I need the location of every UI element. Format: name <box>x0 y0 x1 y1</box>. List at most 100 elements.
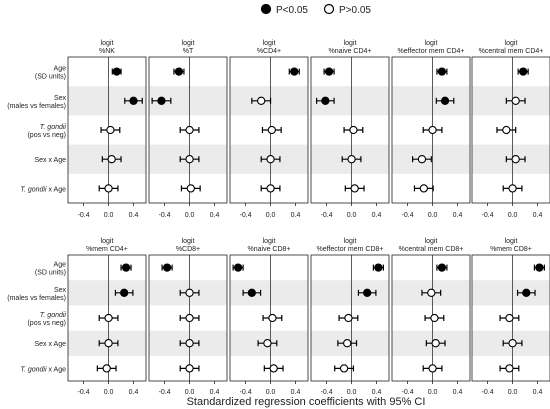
estimate-point <box>508 339 517 348</box>
panel-title-logit: logit <box>425 40 438 47</box>
x-tick-label: 0.0 <box>347 389 357 396</box>
estimate-point <box>428 125 437 135</box>
panel-4 <box>391 56 471 206</box>
estimate-point <box>505 364 514 373</box>
row-sublabel-2: (pos vs neg) <box>27 320 66 327</box>
estimate-point-significant <box>290 67 299 76</box>
estimate-point <box>427 288 436 297</box>
x-tick-label: 0.0 <box>185 389 195 396</box>
estimate-point <box>107 155 116 164</box>
x-tick-label: -0.4 <box>240 389 252 396</box>
estimate-point-significant <box>121 263 131 272</box>
row-label-3: Sex x Age <box>34 157 66 164</box>
estimate-point-significant <box>522 288 531 297</box>
row-sublabel-0: (SD units) <box>35 74 66 81</box>
row-sublabel-1: (males vs females) <box>7 103 66 110</box>
panel-8 <box>229 254 309 384</box>
estimate-point <box>430 313 439 323</box>
estimate-point <box>185 155 194 164</box>
estimate-point-significant <box>321 96 330 105</box>
x-tick-label: 0.4 <box>372 212 382 219</box>
estimate-point <box>106 125 115 135</box>
panel-border <box>391 56 471 204</box>
estimate-point <box>102 364 111 373</box>
estimate-point <box>266 155 275 164</box>
panel-band <box>472 280 550 306</box>
panel-title: %NK <box>99 48 115 55</box>
estimate-point <box>350 184 359 193</box>
estimate-point <box>419 184 428 193</box>
estimate-point <box>185 288 194 297</box>
estimate-point-significant <box>174 67 184 76</box>
estimate-point <box>511 96 520 105</box>
estimate-point-significant <box>324 67 334 76</box>
estimate-point-significant <box>157 96 166 105</box>
estimate-point <box>339 364 349 373</box>
panel-11 <box>471 254 550 384</box>
x-tick-label: 0.0 <box>266 389 276 396</box>
row-sublabel-2: (pos vs neg) <box>27 132 66 139</box>
estimate-point <box>185 339 194 348</box>
x-tick-label: 0.4 <box>291 389 301 396</box>
row-sublabel-0: (SD units) <box>35 270 66 277</box>
estimate-point <box>268 313 277 323</box>
x-axis-title: Standardized regression coefficients wit… <box>187 396 426 408</box>
panel-title: %mem CD4+ <box>86 246 128 253</box>
panel-title-logit: logit <box>425 238 438 245</box>
estimate-point-significant <box>437 263 447 272</box>
estimate-point-significant <box>162 263 172 272</box>
estimate-point-significant <box>440 96 450 105</box>
panel-band <box>392 86 470 116</box>
panel-band <box>230 280 308 306</box>
x-tick-label: 0.4 <box>210 212 220 219</box>
x-tick-label: -0.4 <box>78 212 90 219</box>
x-tick-label: 0.0 <box>347 212 357 219</box>
estimate-point <box>185 313 194 323</box>
x-tick-label: 0.0 <box>428 212 438 219</box>
x-tick-label: 0.0 <box>104 212 114 219</box>
panel-title-logit: logit <box>505 40 518 47</box>
x-tick-label: -0.4 <box>321 389 333 396</box>
estimate-point-significant <box>129 96 138 105</box>
row-label-0: Age <box>54 66 67 73</box>
x-tick-label: -0.4 <box>482 389 494 396</box>
x-tick-label: 0.4 <box>453 212 463 219</box>
estimate-point <box>257 96 266 105</box>
estimate-point <box>508 184 517 193</box>
estimate-point <box>428 364 437 373</box>
x-tick-label: 0.4 <box>210 389 220 396</box>
estimate-point <box>269 364 278 373</box>
estimate-point <box>104 313 113 323</box>
panel-9 <box>310 254 390 384</box>
estimate-point <box>347 155 356 164</box>
panel-border <box>471 254 550 382</box>
row-label-2: T. gondii <box>40 312 67 319</box>
x-tick-label: 0.0 <box>508 212 518 219</box>
estimate-point-significant <box>112 67 121 76</box>
panel-title-logit: logit <box>101 238 114 245</box>
panel-border <box>67 254 147 382</box>
x-tick-label: 0.0 <box>428 389 438 396</box>
x-tick-label: 0.4 <box>533 389 543 396</box>
row-sublabel-1: (males vs females) <box>7 295 66 302</box>
panel-title: %effector mem CD4+ <box>398 48 465 55</box>
panel-border <box>310 254 390 382</box>
panel-1 <box>148 56 228 206</box>
panel-5 <box>471 56 550 206</box>
panel-title: %central mem CD8+ <box>399 246 464 253</box>
panel-title-logit: logit <box>344 40 357 47</box>
row-label-3: Sex x Age <box>34 341 66 348</box>
estimate-point <box>417 155 427 164</box>
x-tick-label: -0.4 <box>159 212 171 219</box>
panel-title-logit: logit <box>263 40 276 47</box>
panel-title: %central mem CD4+ <box>479 48 544 55</box>
panel-border <box>471 56 550 204</box>
estimate-point <box>267 125 276 135</box>
x-tick-label: -0.4 <box>321 212 333 219</box>
x-tick-label: -0.4 <box>78 389 90 396</box>
x-tick-label: 0.0 <box>104 389 114 396</box>
estimate-point <box>505 313 514 323</box>
estimate-point <box>344 313 353 323</box>
panel-title-logit: logit <box>182 238 195 245</box>
x-tick-label: 0.4 <box>129 389 139 396</box>
